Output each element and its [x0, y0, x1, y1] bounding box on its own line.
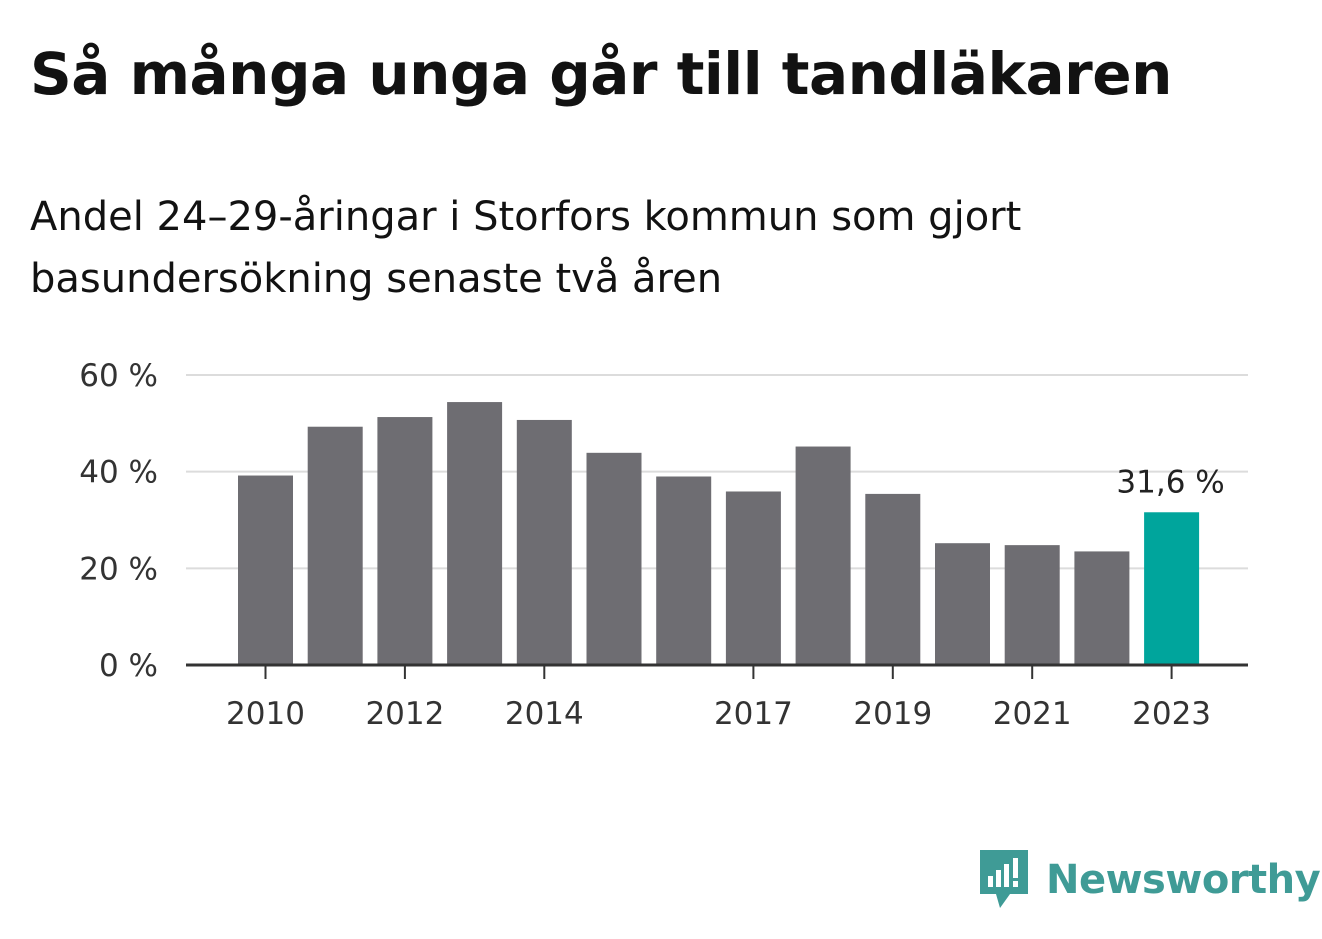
highlight-value-label: 31,6 %: [1116, 464, 1224, 500]
grid-lines: [186, 374, 1248, 570]
x-tick-label: 2010: [226, 696, 305, 732]
bar-2014: [516, 419, 572, 665]
bar-2021: [1004, 545, 1060, 665]
bar-2013: [447, 402, 503, 665]
brand-name: Newsworthy: [1046, 857, 1321, 903]
x-axis: [186, 663, 1248, 679]
x-tick-label: 2017: [714, 696, 793, 732]
bar-2023: [1144, 512, 1200, 665]
bar-2017: [725, 491, 781, 665]
bar-chart: 0 % 20 % 40 % 60 % 2010 2012 2014 2017 2019 2021 2…: [79, 358, 1248, 732]
x-tick-label: 2021: [993, 696, 1072, 732]
bar-2018: [795, 446, 851, 665]
chart-title: Så många unga går till tandläkaren: [30, 40, 1172, 108]
chart-subtitle: Andel 24–29-åringar i Storfors kommun so…: [30, 194, 1022, 302]
bar-2012: [377, 417, 433, 665]
y-tick-label: 40 %: [79, 455, 158, 491]
x-tick-label: 2012: [365, 696, 444, 732]
bar-2019: [865, 493, 921, 665]
y-tick-label: 60 %: [79, 358, 158, 394]
bar-2015: [586, 452, 642, 665]
x-tick-label: 2023: [1132, 696, 1211, 732]
bars: [238, 402, 1200, 665]
brand-logo: Newsworthy: [980, 850, 1321, 910]
bar-2020: [935, 543, 990, 665]
axis-labels: 0 % 20 % 40 % 60 % 2010 2012 2014 2017 2019 2021 2…: [79, 358, 1225, 732]
bar-2016: [656, 476, 712, 665]
y-tick-label: 20 %: [79, 551, 158, 587]
x-tick-label: 2014: [505, 696, 584, 732]
bar-2010: [238, 475, 293, 665]
y-tick-label: 0 %: [99, 648, 158, 684]
bar-2011: [307, 426, 363, 665]
bar-2022: [1074, 551, 1130, 665]
x-tick-label: 2019: [853, 696, 932, 732]
newsworthy-logo-icon: [980, 850, 1028, 908]
